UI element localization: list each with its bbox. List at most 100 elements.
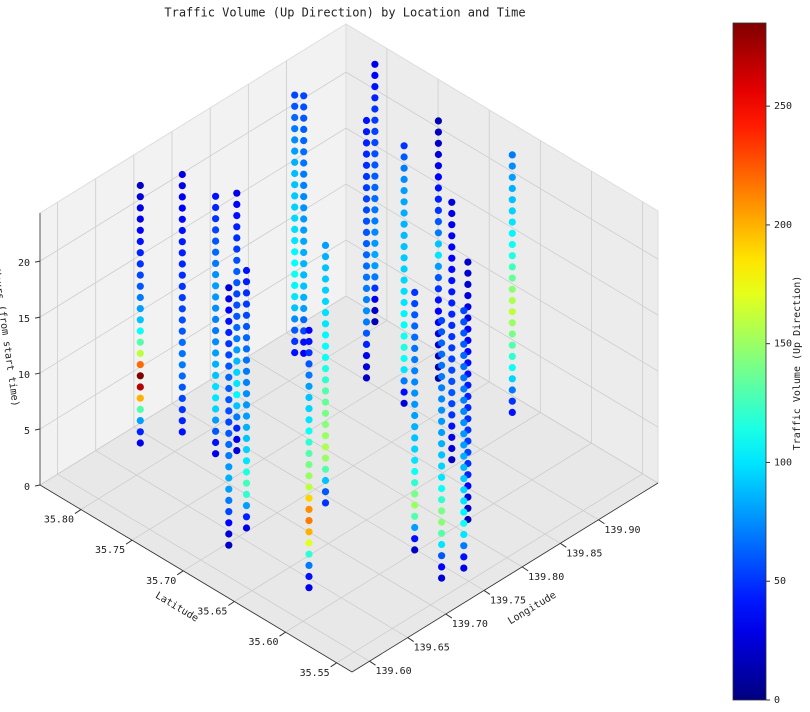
- point: [362, 318, 371, 326]
- point: [371, 262, 379, 270]
- point: [400, 209, 408, 217]
- point: [411, 356, 419, 364]
- point: [225, 284, 233, 292]
- point: [371, 83, 379, 91]
- point: [300, 316, 308, 324]
- point: [434, 240, 442, 248]
- y-tick-label: 35.80: [44, 515, 74, 526]
- z-tick-label: 5: [24, 426, 30, 437]
- point: [464, 280, 472, 288]
- point: [508, 173, 516, 181]
- point: [300, 338, 308, 346]
- point: [291, 237, 299, 245]
- point: [434, 173, 442, 181]
- point: [448, 377, 456, 385]
- point: [371, 105, 379, 113]
- grid-line: [345, 183, 659, 372]
- point: [400, 310, 408, 318]
- point: [434, 184, 442, 192]
- point: [411, 535, 419, 543]
- point: [371, 150, 379, 158]
- point: [242, 468, 251, 476]
- point: [448, 355, 456, 363]
- point: [291, 158, 299, 166]
- point: [438, 473, 446, 481]
- point: [460, 307, 468, 315]
- point: [371, 60, 379, 68]
- point: [371, 183, 379, 191]
- point: [400, 366, 408, 374]
- grid-line: [171, 403, 485, 591]
- point: [371, 306, 379, 315]
- grid-line: [133, 426, 447, 615]
- point: [178, 394, 186, 402]
- point: [411, 378, 419, 386]
- point: [305, 405, 313, 413]
- point: [400, 265, 408, 273]
- point: [178, 428, 186, 436]
- point: [321, 454, 330, 462]
- point: [300, 304, 308, 313]
- point: [136, 215, 144, 223]
- x-tick-label: 139.60: [375, 666, 411, 677]
- point: [291, 225, 299, 233]
- point: [438, 373, 446, 381]
- point: [225, 440, 233, 449]
- point: [291, 304, 299, 312]
- point: [233, 346, 241, 354]
- point: [321, 253, 330, 261]
- point: [136, 405, 144, 413]
- point: [136, 293, 144, 302]
- point: [225, 452, 233, 460]
- point: [400, 243, 408, 251]
- point: [233, 379, 241, 388]
- y-tick-label: 35.65: [197, 606, 227, 617]
- point: [438, 384, 446, 392]
- point: [178, 417, 186, 425]
- point: [508, 240, 516, 249]
- point: [225, 317, 233, 325]
- point: [136, 193, 144, 201]
- point: [305, 539, 313, 547]
- z-tick-label: 20: [18, 258, 30, 269]
- point: [136, 327, 144, 335]
- point: [136, 305, 144, 313]
- grid-line: [131, 350, 439, 541]
- point: [305, 572, 313, 581]
- point: [448, 333, 456, 341]
- x-tick: [407, 637, 414, 643]
- point: [438, 529, 446, 537]
- point: [300, 293, 308, 301]
- x-tick-label: 139.75: [490, 595, 526, 606]
- point: [225, 384, 233, 393]
- point: [136, 349, 144, 357]
- point: [362, 352, 371, 360]
- z-tick: [34, 484, 41, 487]
- point: [434, 274, 442, 282]
- point: [438, 339, 446, 347]
- point: [212, 383, 220, 391]
- point: [136, 417, 144, 425]
- point: [508, 285, 516, 293]
- point: [438, 540, 446, 549]
- point: [411, 344, 419, 352]
- axes-panes: [39, 23, 659, 673]
- point: [225, 508, 233, 516]
- point: [321, 309, 330, 317]
- point: [362, 284, 371, 292]
- point: [371, 172, 379, 180]
- point: [212, 259, 220, 267]
- point: [448, 243, 456, 251]
- point: [178, 338, 186, 346]
- point: [362, 172, 371, 181]
- point: [508, 319, 516, 327]
- x-tick: [483, 590, 491, 595]
- point: [362, 128, 371, 136]
- point: [178, 406, 186, 414]
- point: [411, 467, 419, 476]
- point: [371, 273, 379, 281]
- grid-line: [95, 450, 408, 638]
- point: [448, 198, 456, 206]
- point: [212, 360, 220, 368]
